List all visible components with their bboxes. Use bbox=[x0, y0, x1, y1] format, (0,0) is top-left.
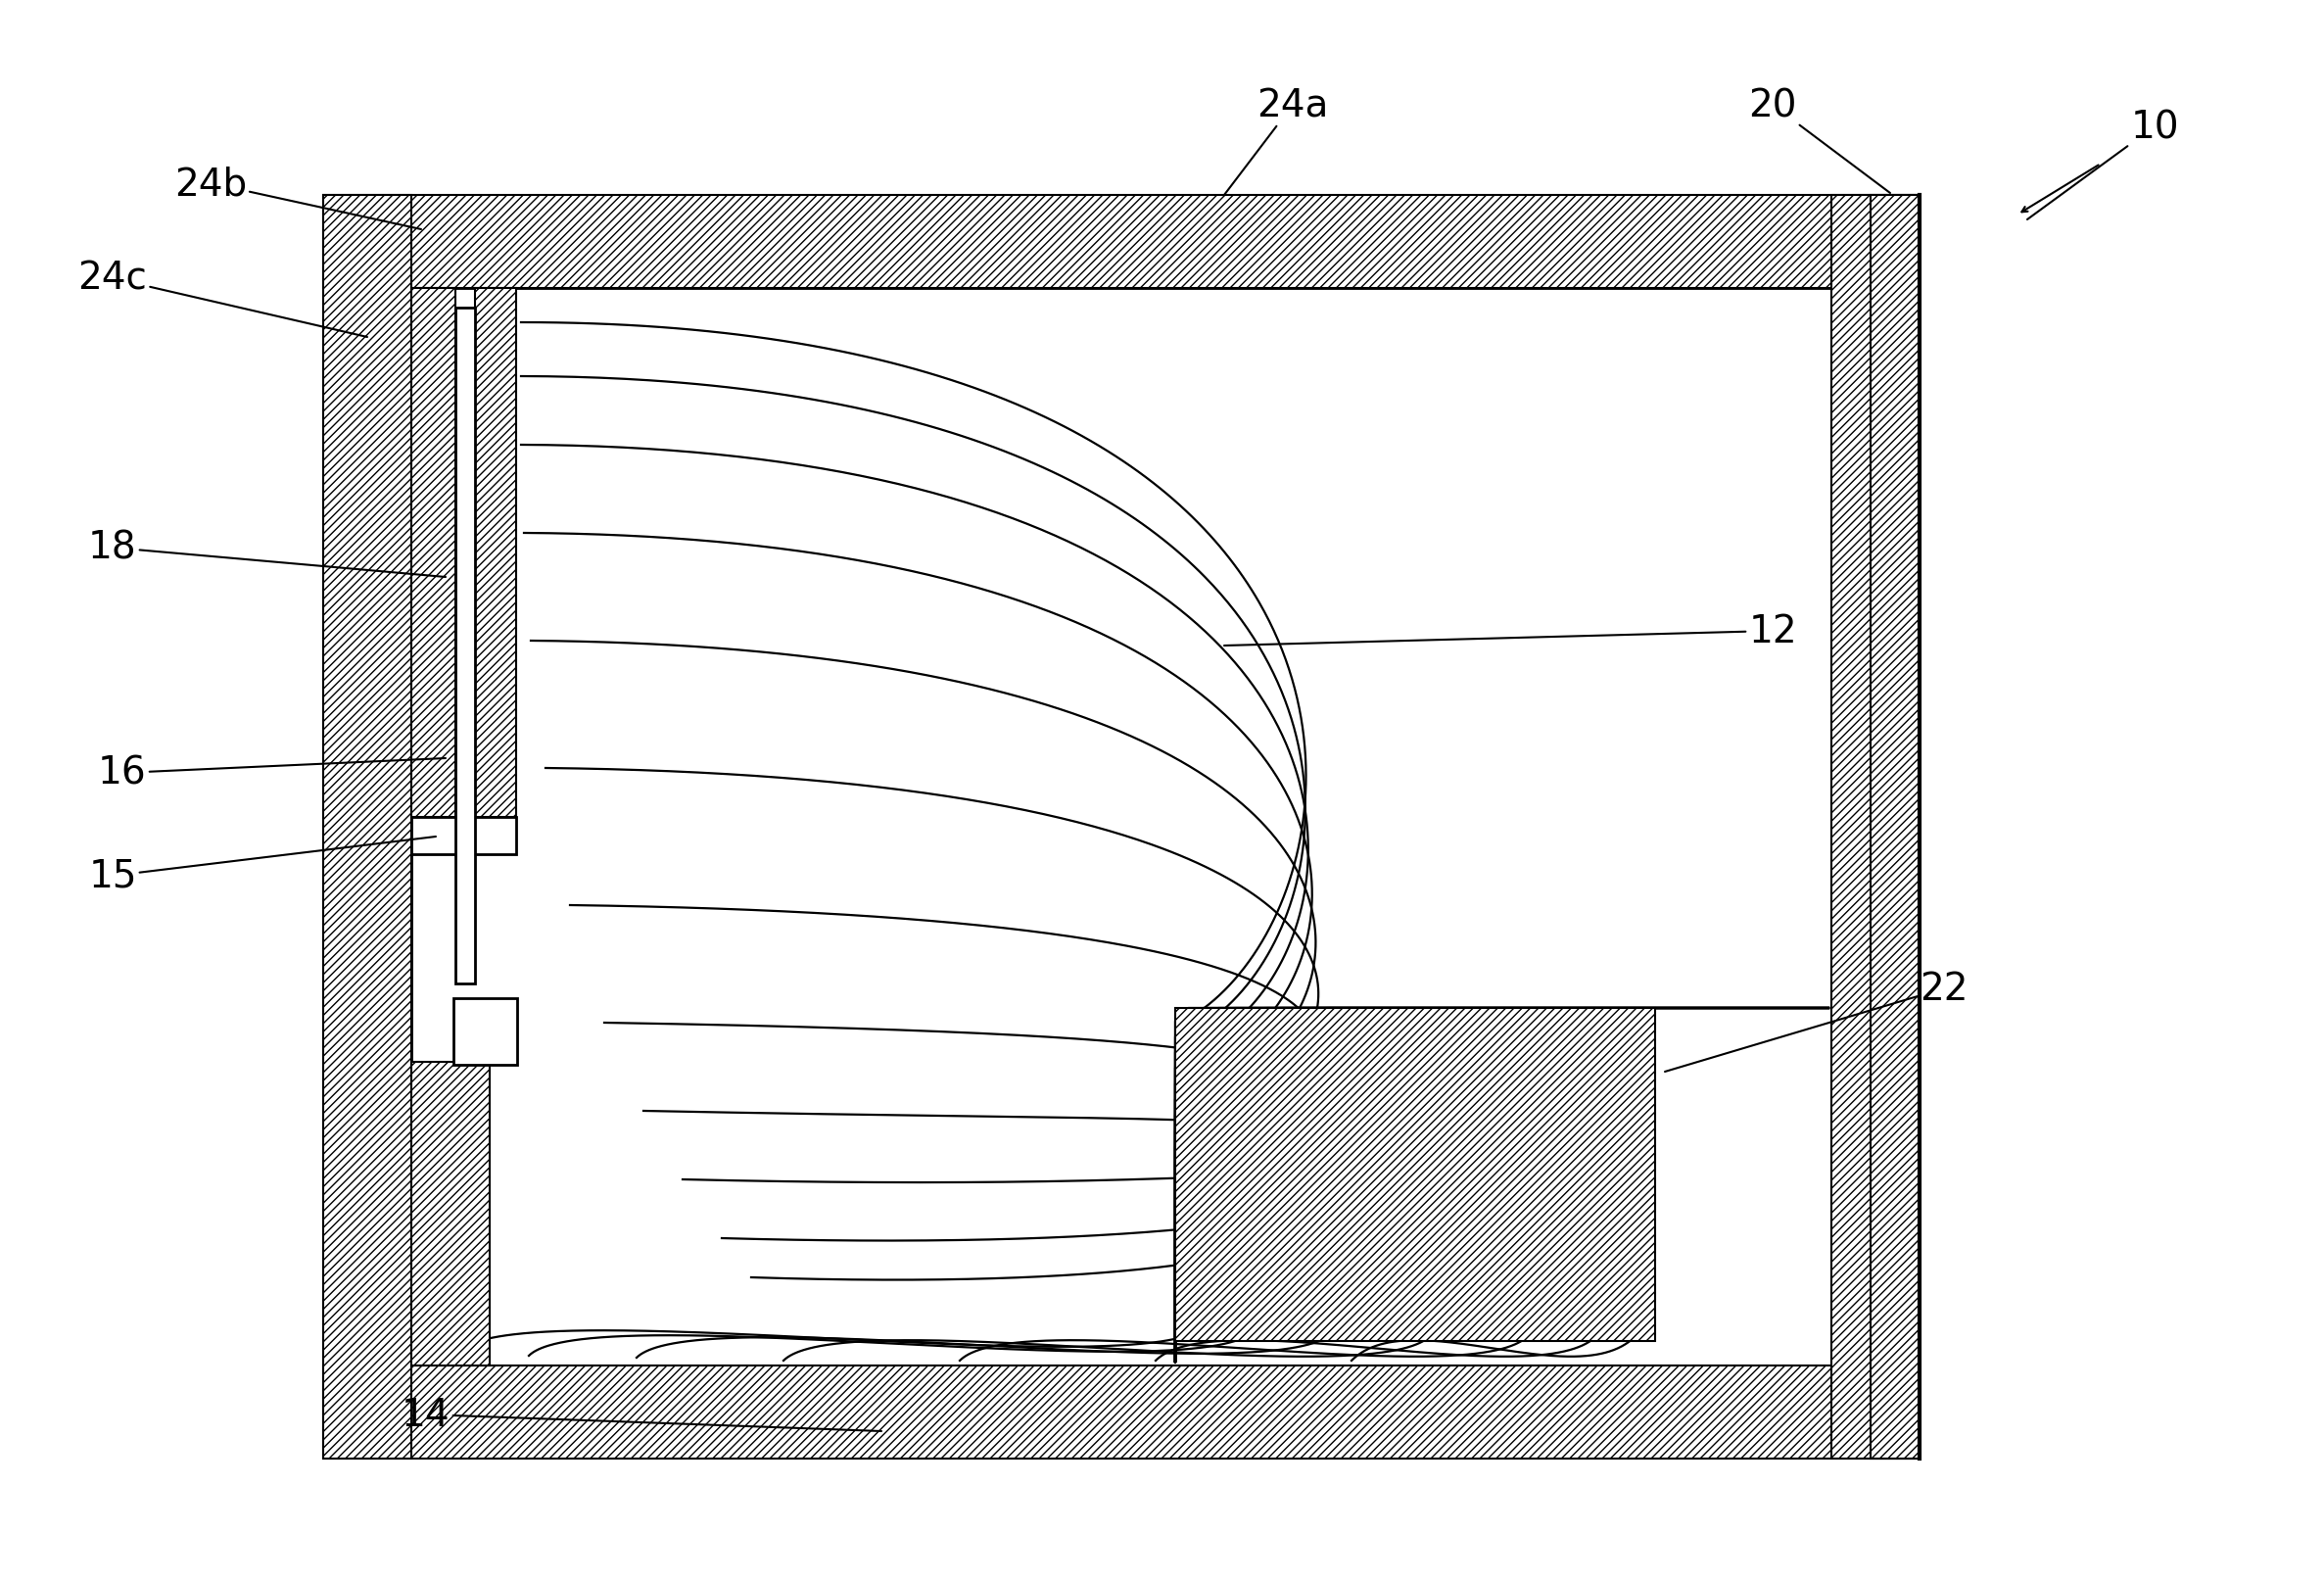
Text: 10: 10 bbox=[2027, 109, 2180, 220]
Bar bbox=[1871, 196, 1920, 1459]
Bar bbox=[323, 196, 411, 1459]
Bar bbox=[474, 289, 516, 817]
Text: 20: 20 bbox=[1748, 87, 1889, 194]
Bar bbox=[323, 1366, 1920, 1459]
Text: 24b: 24b bbox=[174, 166, 421, 231]
Text: 12: 12 bbox=[1225, 613, 1796, 650]
Text: 15: 15 bbox=[88, 836, 437, 895]
Text: 24a: 24a bbox=[1225, 87, 1329, 196]
Bar bbox=[411, 289, 456, 817]
Bar bbox=[323, 196, 1920, 289]
Bar bbox=[411, 1062, 490, 1366]
Bar bbox=[411, 817, 516, 855]
Bar bbox=[411, 289, 1831, 1366]
Bar bbox=[453, 999, 518, 1066]
Text: 24c: 24c bbox=[79, 261, 367, 338]
Text: 16: 16 bbox=[98, 754, 446, 792]
Text: 22: 22 bbox=[1664, 971, 1968, 1072]
Bar bbox=[456, 308, 474, 983]
Text: 14: 14 bbox=[402, 1396, 881, 1434]
Text: 18: 18 bbox=[88, 530, 446, 577]
Bar bbox=[1176, 1009, 1655, 1341]
Bar bbox=[1831, 196, 1920, 1459]
